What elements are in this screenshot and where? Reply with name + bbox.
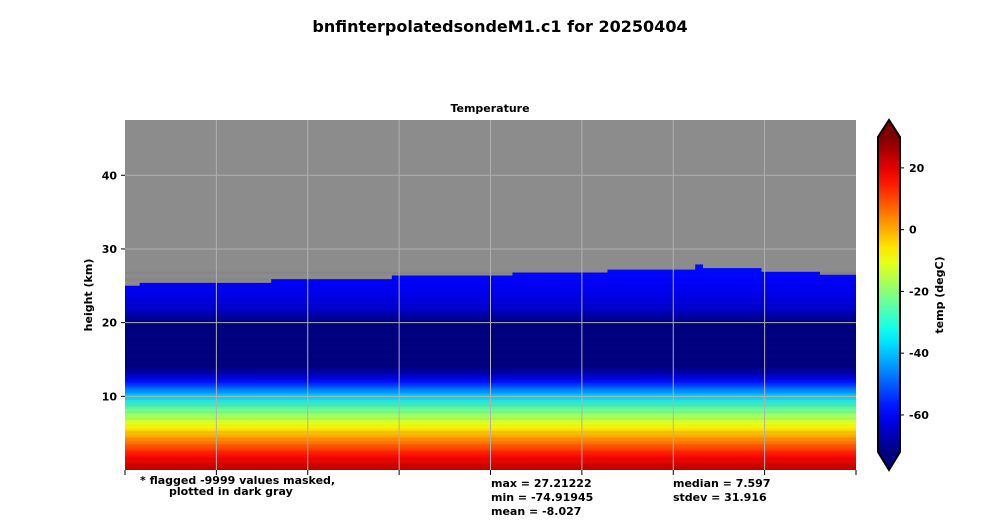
colorbar: 20 0 -20 -40 -60 [877,118,929,472]
heatmap-column [512,272,608,470]
colorbar-body [878,137,900,452]
chart-subtitle: Temperature [450,102,529,115]
heatmap-column [391,275,513,470]
stat-mean: mean = -8.027 [491,505,581,518]
y-tick-label: 40 [102,169,118,182]
colorbar-label: temp (degC) [933,256,946,333]
colorbar-tick-label: 0 [909,224,917,237]
heatmap-columns [125,264,856,470]
heatmap-column [702,268,762,470]
colorbar-tick-label: 20 [909,162,925,175]
heatmap-column [139,282,272,470]
flag-note-line1: * flagged -9999 values masked, [140,474,335,487]
y-tick-label: 30 [102,243,118,256]
heatmap-column [271,279,393,470]
grid-lines [125,120,856,470]
stat-median: median = 7.597 [673,477,771,490]
colorbar-tick-label: -60 [909,409,929,422]
colorbar-tick-label: -40 [909,347,929,360]
flag-note-line2: plotted in dark gray [169,485,293,498]
heatmap-column [760,271,820,470]
chart-title: bnfinterpolatedsondeM1.c1 for 20250404 [312,17,687,36]
y-tick-label: 20 [102,317,118,330]
heatmap-column [125,285,141,470]
colorbar-outline [877,118,901,472]
stat-min: min = -74.91945 [491,491,593,504]
y-axis: 10 20 30 40 [102,169,125,403]
colorbar-tick-label: -20 [909,285,929,298]
heatmap-column [695,264,703,470]
y-tick-label: 10 [102,390,118,403]
y-axis-label: height (km) [82,259,95,332]
heatmap-column [607,269,696,470]
stat-stdev: stdev = 31.916 [673,491,767,504]
colorbar-extend-max [878,120,900,137]
stat-max: max = 27.21222 [491,477,592,490]
x-axis [124,470,857,475]
heatmap-column [819,274,856,470]
colorbar-extend-min [878,452,900,470]
